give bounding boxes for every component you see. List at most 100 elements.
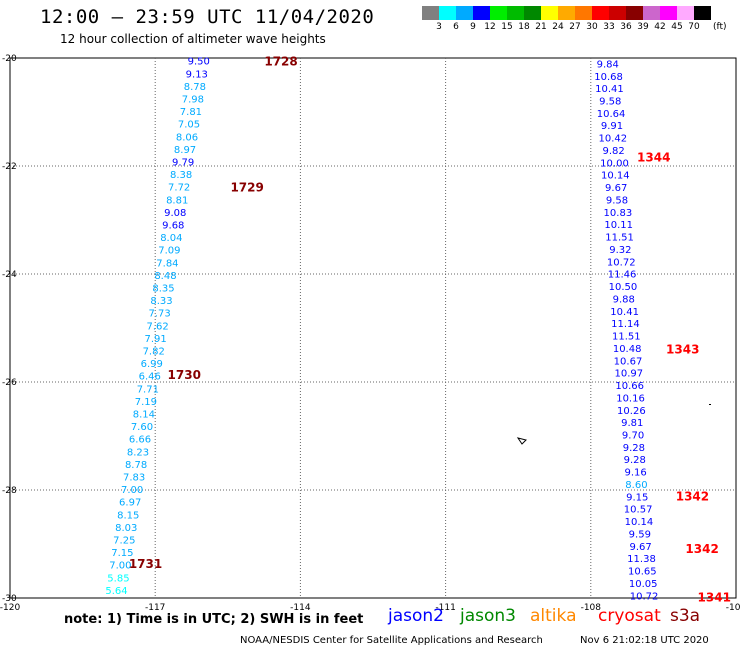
wave-height-value: 6.99 (141, 359, 163, 370)
wave-height-value: 10.16 (616, 393, 645, 404)
wave-height-value: 8.06 (176, 132, 198, 143)
wave-height-value: 9.59 (629, 529, 651, 540)
latitude-tick-label: -28 (2, 486, 17, 496)
satellite-legend-item: cryosat (598, 606, 661, 626)
color-legend-swatch (626, 6, 643, 20)
wave-height-value: 11.14 (611, 319, 640, 330)
wave-height-value: 9.88 (613, 294, 635, 305)
map-frame (9, 57, 737, 599)
longitude-tick-label: -120 (0, 603, 20, 613)
latitude-tick-label: -26 (2, 378, 17, 388)
color-legend-swatch (439, 6, 456, 20)
satellite-legend-item: jason2 (388, 606, 444, 626)
wave-height-value: 7.82 (143, 347, 165, 358)
wave-height-value: 7.81 (180, 107, 202, 118)
wave-height-value: 7.83 (123, 473, 145, 484)
wave-height-value: 10.26 (617, 406, 646, 417)
wave-height-value: 9.84 (597, 59, 619, 70)
color-legend-label: 15 (501, 22, 513, 32)
wave-height-value: 8.35 (152, 284, 174, 295)
pass-time-label: 1731 (129, 557, 162, 571)
color-legend-label: 70 (688, 22, 700, 32)
color-legend-label: 18 (518, 22, 530, 32)
wave-height-value: 10.14 (625, 517, 654, 528)
pass-time-label: 1342 (676, 489, 709, 503)
color-legend-swatch (660, 6, 677, 20)
generated-timestamp: Nov 6 21:02:18 UTC 2020 (580, 635, 709, 646)
wave-height-value: 9.67 (630, 542, 652, 553)
latitude-tick-label: -30 (2, 594, 17, 604)
wave-height-value: 7.09 (158, 246, 180, 257)
wave-height-value: 10.68 (594, 72, 623, 83)
pass-time-label: 1728 (264, 55, 297, 69)
color-legend-label: 12 (484, 22, 496, 32)
wave-height-value: 5.85 (107, 573, 129, 584)
color-legend-unit: (ft) (713, 22, 727, 32)
wave-height-value: 7.60 (131, 422, 153, 433)
wave-height-value: 9.58 (599, 97, 621, 108)
pass-time-label: 1342 (685, 542, 718, 556)
latitude-tick-label: -20 (2, 54, 17, 64)
color-legend-swatch (643, 6, 660, 20)
wave-height-value: 10.42 (598, 134, 627, 145)
wave-height-value: 10.11 (604, 220, 633, 231)
color-legend-label: 6 (453, 22, 459, 32)
wave-height-value: 10.72 (607, 257, 636, 268)
wave-height-value: 10.41 (595, 84, 624, 95)
wave-height-value: 7.00 (121, 485, 143, 496)
pass-time-label: 1729 (230, 181, 263, 195)
satellite-legend-item: s3a (670, 606, 701, 626)
wave-height-value: 7.72 (168, 183, 190, 194)
wave-height-value: 9.32 (609, 245, 631, 256)
wave-height-value: 9.13 (186, 69, 208, 80)
wave-height-value: 6.46 (139, 372, 161, 383)
credit-text: NOAA/NESDIS Center for Satellite Applica… (240, 635, 543, 646)
wave-height-value: 9.81 (621, 418, 643, 429)
color-legend-label: 45 (671, 22, 683, 32)
color-legend-swatch (422, 6, 439, 20)
wave-height-value: 8.15 (117, 510, 139, 521)
color-legend-swatch (609, 6, 626, 20)
satellite-legend-item: jason3 (460, 606, 516, 626)
wave-height-value: 10.64 (597, 109, 626, 120)
color-legend-label: 24 (552, 22, 564, 32)
wave-height-value: 10.14 (601, 171, 630, 182)
color-legend: 3 6 9 12 15 18 21 24 27 30 33 36 39 42 45 70 (ft) (422, 6, 727, 34)
wave-height-value: 9.28 (623, 443, 645, 454)
longitude-tick-label: -111 (435, 603, 455, 613)
longitude-tick-label: -105 (726, 603, 740, 613)
wave-height-value: 10.66 (615, 381, 644, 392)
longitude-tick-label: -114 (290, 603, 311, 613)
wave-height-value: 10.05 (629, 579, 658, 590)
color-legend-labels: 3 6 9 12 15 18 21 24 27 30 33 36 39 42 45 70 (ft) (422, 20, 726, 34)
wave-height-value: 10.41 (610, 307, 639, 318)
latitude-tick-label: -24 (2, 270, 17, 280)
color-legend-label: 36 (620, 22, 632, 32)
longitude-tick-label: -108 (581, 603, 602, 613)
wave-height-value: 10.00 (600, 158, 629, 169)
wave-height-value: 8.48 (154, 271, 176, 282)
color-legend-label: 42 (654, 22, 666, 32)
color-legend-label: 9 (470, 22, 476, 32)
color-legend-swatch (507, 6, 524, 20)
wave-height-value: 9.28 (624, 455, 646, 466)
wave-height-value: 10.65 (628, 567, 657, 578)
color-legend-label: 30 (586, 22, 598, 32)
color-legend-swatch (558, 6, 575, 20)
pass-time-label: 1344 (637, 150, 670, 164)
color-legend-swatch (592, 6, 609, 20)
wave-height-value: 9.67 (605, 183, 627, 194)
wave-height-value: 9.16 (624, 468, 646, 479)
color-legend-label: 3 (436, 22, 442, 32)
color-legend-swatch (541, 6, 558, 20)
wave-height-value: 8.60 (625, 480, 647, 491)
page-title: 12:00 – 23:59 UTC 11/04/2020 (40, 6, 375, 28)
wave-height-value: 10.50 (609, 282, 638, 293)
wave-height-value: 7.05 (178, 120, 200, 131)
wave-height-value: 7.98 (182, 95, 204, 106)
color-legend-swatch (473, 6, 490, 20)
color-legend-swatch (694, 6, 711, 20)
color-legend-label: 27 (569, 22, 581, 32)
wave-height-value: 10.48 (613, 344, 642, 355)
